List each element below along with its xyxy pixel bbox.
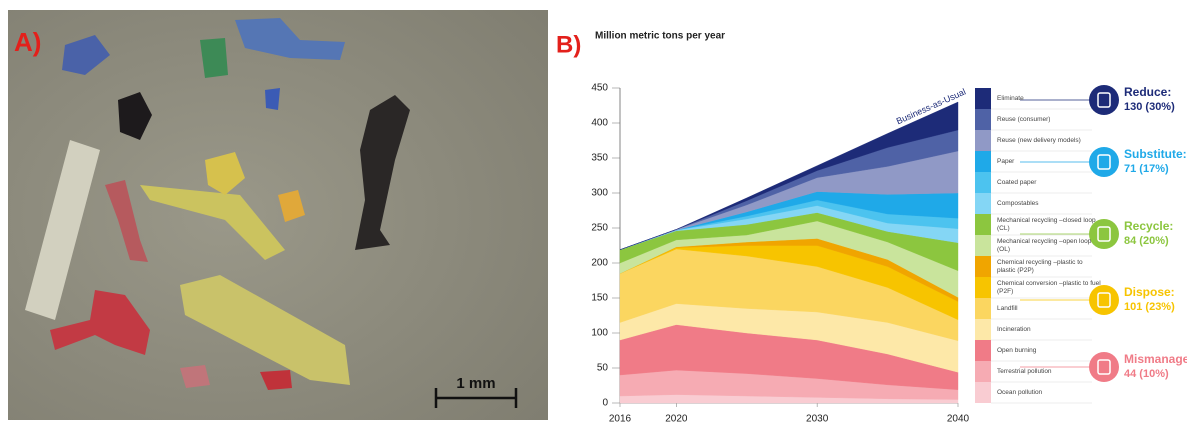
legend-label: Reuse (consumer) bbox=[997, 109, 1102, 130]
legend-swatch bbox=[975, 235, 991, 256]
legend-label: Chemical recycling –plastic to plastic (… bbox=[997, 256, 1102, 277]
legend-swatch bbox=[975, 172, 991, 193]
legend-label: Compostables bbox=[997, 193, 1102, 214]
y-tick-label: 50 bbox=[597, 363, 609, 374]
y-tick-label: 300 bbox=[591, 188, 608, 199]
y-tick-label: 250 bbox=[591, 223, 608, 234]
legend-swatch bbox=[975, 298, 991, 319]
group-label: 71 (17%) bbox=[1124, 163, 1169, 175]
x-tick-label: 2020 bbox=[665, 414, 688, 425]
y-axis-title: Million metric tons per year bbox=[595, 31, 725, 42]
x-tick-label: 2030 bbox=[806, 414, 829, 425]
y-tick-label: 400 bbox=[591, 118, 608, 129]
y-tick-label: 100 bbox=[591, 328, 608, 339]
scale-bar-label: 1 mm bbox=[456, 375, 495, 392]
y-tick-label: 350 bbox=[591, 153, 608, 164]
y-tick-label: 150 bbox=[591, 293, 608, 304]
group-name: Dispose: bbox=[1124, 285, 1175, 299]
group-name: Substitute: bbox=[1124, 147, 1187, 161]
group-label: 84 (20%) bbox=[1124, 235, 1169, 247]
legend-label: Eliminate bbox=[997, 88, 1102, 109]
legend-swatch bbox=[975, 130, 991, 151]
legend-swatch bbox=[975, 151, 991, 172]
y-tick-label: 0 bbox=[602, 398, 608, 409]
legend-label: Chemical conversion –plastic to fuel (P2… bbox=[997, 277, 1102, 298]
legend-label: Landfill bbox=[997, 298, 1102, 319]
y-tick-label: 200 bbox=[591, 258, 608, 269]
legend-label: Ocean pollution bbox=[997, 382, 1102, 403]
panel-label: A) bbox=[14, 27, 41, 57]
legend-label: Terrestrial pollution bbox=[997, 361, 1102, 382]
legend-swatch bbox=[975, 277, 991, 298]
page: {"panel_a": {"label": "A)", "scale_bar":… bbox=[0, 0, 1187, 425]
legend-label: Paper bbox=[997, 151, 1102, 172]
group-name: Mismanaged bbox=[1124, 352, 1187, 366]
legend-label: Open burning bbox=[997, 340, 1102, 361]
photo bbox=[8, 10, 548, 420]
legend-label: Reuse (new delivery models) bbox=[997, 130, 1102, 151]
x-tick-label: 2016 bbox=[609, 414, 632, 425]
legend-swatch bbox=[975, 319, 991, 340]
legend-swatch bbox=[975, 109, 991, 130]
panel-label: B) bbox=[556, 31, 581, 58]
legend-swatch bbox=[975, 214, 991, 235]
legend-swatch bbox=[975, 382, 991, 403]
group-name: Recycle: bbox=[1124, 219, 1173, 233]
group-label: 130 (30%) bbox=[1124, 101, 1175, 113]
legend-swatch bbox=[975, 361, 991, 382]
legend-label: Mechanical recycling –closed loop (CL) bbox=[997, 214, 1102, 235]
x-tick-label: 2040 bbox=[947, 414, 970, 425]
legend-label: Coated paper bbox=[997, 172, 1102, 193]
group-name: Reduce: bbox=[1124, 85, 1171, 99]
legend-label: Incineration bbox=[997, 319, 1102, 340]
legend-swatch bbox=[975, 88, 991, 109]
legend-swatch bbox=[975, 256, 991, 277]
legend-swatch bbox=[975, 340, 991, 361]
group-label: 101 (23%) bbox=[1124, 301, 1175, 313]
legend-label: Mechanical recycling –open loop (OL) bbox=[997, 235, 1102, 256]
y-tick-label: 450 bbox=[591, 83, 608, 94]
legend-swatch bbox=[975, 193, 991, 214]
group-label: 44 (10%) bbox=[1124, 368, 1169, 380]
